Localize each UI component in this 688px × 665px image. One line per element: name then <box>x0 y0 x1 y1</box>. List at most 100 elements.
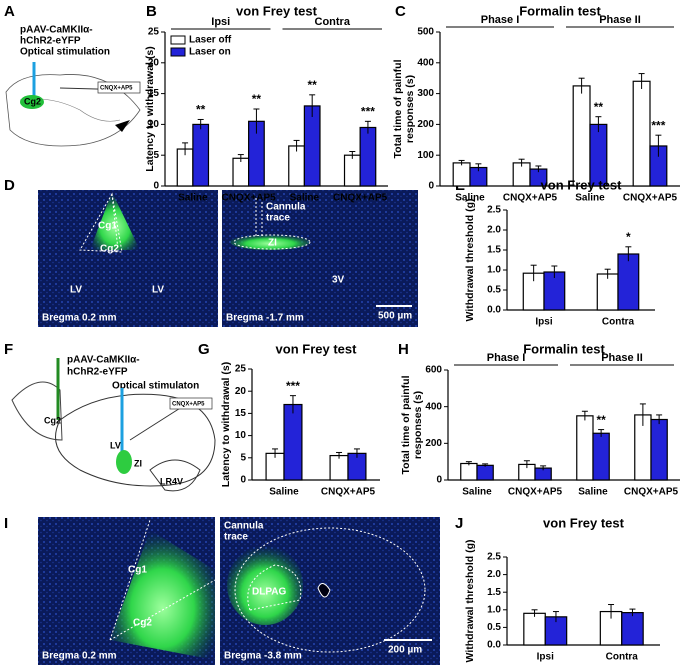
significance: *** <box>361 104 375 118</box>
y-axis-label: Total time of painful <box>392 59 404 158</box>
y-tick-label: 0.5 <box>487 285 501 296</box>
panel-label: G <box>198 341 210 358</box>
region-label: ZI <box>134 458 142 468</box>
x-tick-label: Ipsi <box>537 652 554 663</box>
bar <box>452 162 471 187</box>
significance: ** <box>308 78 318 92</box>
panel-label: F <box>4 341 13 358</box>
bar <box>632 80 651 187</box>
x-tick-label: Saline <box>455 193 485 204</box>
panel-label: C <box>395 3 406 20</box>
drug-label: CNQX+AP5 <box>100 86 133 92</box>
group-label: Phase II <box>599 14 641 26</box>
x-tick-label: Contra <box>602 317 635 328</box>
panel-label: H <box>398 341 409 358</box>
bar <box>621 612 644 646</box>
micrograph-d: Cg1 Cg2 LV LV Bregma 0.2 mm Cannula trac… <box>38 190 418 327</box>
bar <box>596 273 619 311</box>
significance: *** <box>286 379 300 393</box>
significance: ** <box>252 92 262 106</box>
x-tick-label: Saline <box>575 193 605 204</box>
region-label: ZI <box>268 238 277 249</box>
y-tick-label: 15 <box>235 408 247 419</box>
scale-label: 200 µm <box>388 645 422 656</box>
y-tick-label: 200 <box>417 119 434 130</box>
significance: ** <box>594 100 604 114</box>
bar <box>343 154 361 187</box>
significance: ** <box>196 103 206 117</box>
x-tick-label: Saline <box>462 487 492 498</box>
x-tick-label: Saline <box>178 193 208 204</box>
chart-title: von Frey test <box>236 3 318 18</box>
x-tick-label: Ipsi <box>535 317 552 328</box>
region-label: LV <box>152 285 164 296</box>
schematic-f: pAAV-CaMKIIα- hChR2-eYFP Optical stimula… <box>11 355 216 492</box>
y-tick-label: 400 <box>417 57 434 68</box>
y-tick-label: 0.0 <box>487 640 501 651</box>
significance: *** <box>651 118 665 132</box>
y-tick-label: 100 <box>417 150 434 161</box>
y-tick-label: 0.0 <box>487 305 501 316</box>
panel-label: J <box>455 515 463 532</box>
legend-swatch <box>170 35 186 45</box>
y-tick-label: 10 <box>148 119 160 130</box>
region-label: Cg2 <box>44 415 61 425</box>
region-label: Cg2 <box>100 244 119 255</box>
y-tick-label: 15 <box>148 88 160 99</box>
panel-label: A <box>4 3 15 20</box>
x-tick-label: Saline <box>290 193 320 204</box>
chart-title: von Frey test <box>543 515 625 530</box>
bar <box>359 126 377 187</box>
region-label: LR4V <box>160 476 183 486</box>
x-tick-label: CNQX+AP5 <box>333 193 388 204</box>
x-tick-label: CNQX+AP5 <box>623 193 678 204</box>
y-tick-label: 600 <box>425 365 442 376</box>
chart-title: Formalin test <box>523 341 605 356</box>
significance: * <box>626 230 631 244</box>
y-tick-label: 0.5 <box>487 622 501 633</box>
region-label: LV <box>70 285 82 296</box>
panel-label: B <box>146 3 157 20</box>
region-label: trace <box>224 532 248 543</box>
chart-title: Formalin test <box>519 3 601 18</box>
bar <box>650 418 668 481</box>
y-tick-label: 10 <box>235 430 247 441</box>
y-axis-label: Withdrawal threshold (g) <box>464 199 476 322</box>
bar <box>476 464 494 481</box>
bar <box>592 432 610 481</box>
stim-label: Optical stimulation <box>20 47 110 58</box>
bar <box>288 145 305 187</box>
y-tick-label: 5 <box>153 150 159 161</box>
region-label: Cg2 <box>133 618 152 629</box>
virus-label: hChR2-eYFP <box>20 36 81 47</box>
bar <box>192 123 210 187</box>
legend-label: Laser off <box>189 35 232 46</box>
drug-label: CNQX+AP5 <box>172 402 205 408</box>
virus-label: pAAV-CaMKIIα- <box>20 25 93 36</box>
legend-swatch <box>170 47 186 57</box>
region-label: LV <box>110 440 121 450</box>
y-tick-label: 1.5 <box>487 245 501 256</box>
y-tick-label: 5 <box>240 452 246 463</box>
bregma-label: Bregma -3.8 mm <box>224 651 302 662</box>
y-tick-label: 1.0 <box>487 604 501 615</box>
y-axis-label: responses (s) <box>412 391 424 459</box>
virus-label: pAAV-CaMKIIα- <box>67 355 140 366</box>
chart-title: von Frey test <box>541 177 623 192</box>
y-tick-label: 0 <box>428 181 434 192</box>
x-tick-label: CNQX+AP5 <box>624 487 679 498</box>
x-tick-label: CNQX+AP5 <box>321 487 376 498</box>
micrograph-i: Cg1 Cg2 Bregma 0.2 mm Cannula trace DLPA… <box>38 517 440 665</box>
schematic-a: pAAV-CaMKIIα- hChR2-eYFP Optical stimula… <box>5 25 141 147</box>
y-tick-label: 2.5 <box>487 205 501 216</box>
region-label: Cannula <box>224 521 264 532</box>
y-tick-label: 0 <box>153 181 159 192</box>
y-tick-label: 20 <box>148 57 160 68</box>
y-axis-label: responses (s) <box>404 75 416 143</box>
virus-label: hChR2-eYFP <box>67 367 128 378</box>
y-tick-label: 2.5 <box>487 552 501 563</box>
y-tick-label: 25 <box>235 364 247 375</box>
y-tick-label: 200 <box>425 438 442 449</box>
region-label: 3V <box>332 275 345 286</box>
